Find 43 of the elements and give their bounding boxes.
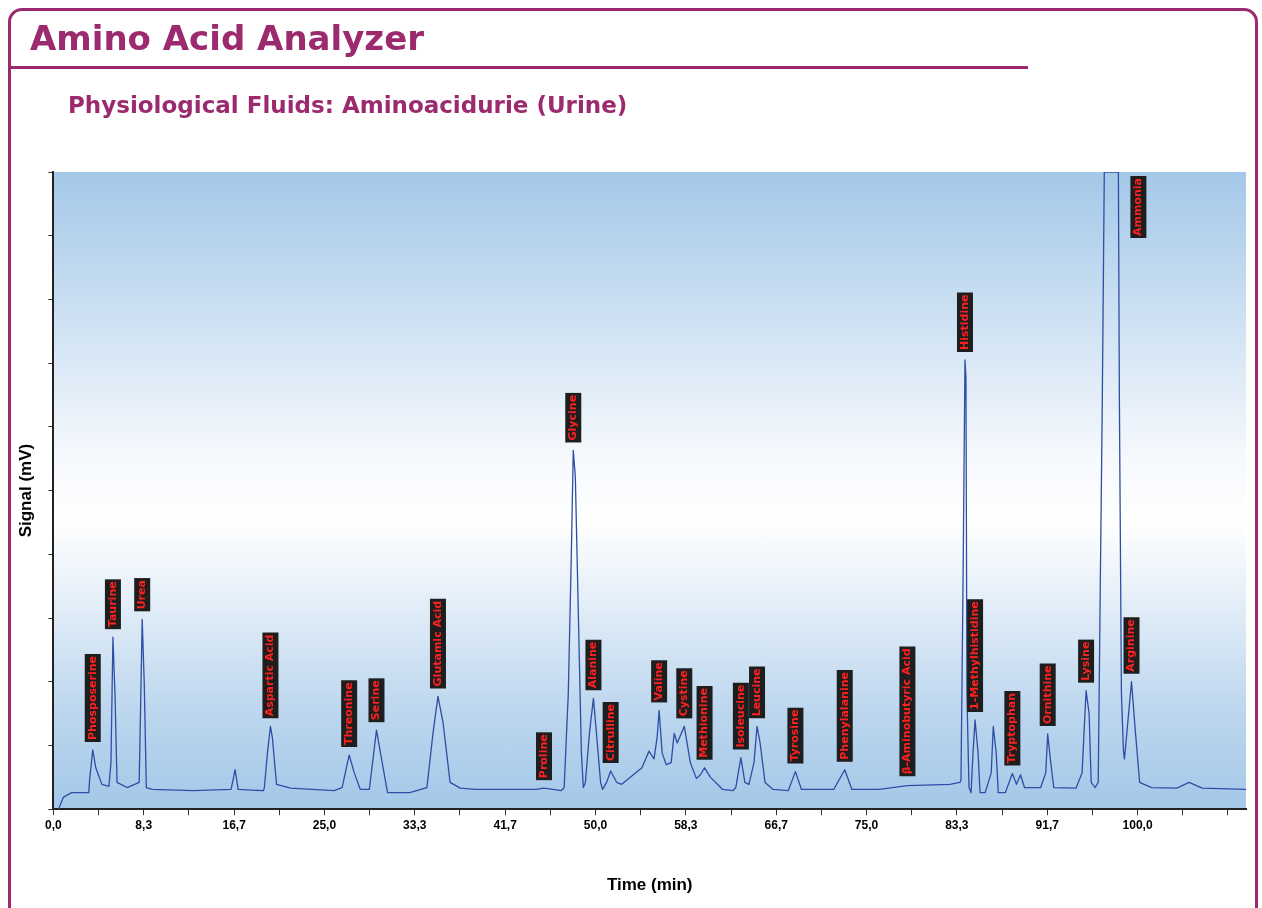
annotation: Threonine [342, 682, 356, 746]
y-axis-title: Signal (mV) [15, 443, 35, 538]
annotation: Ammonia [1131, 177, 1145, 237]
annotation: Cystine [677, 670, 691, 717]
x-tick-label: 33,3 [403, 817, 427, 832]
annotation: Alanine [586, 641, 600, 689]
x-tick-label: 83,3 [945, 817, 969, 832]
x-tick-label: 75,0 [854, 817, 879, 832]
annotation: Arginine [1124, 619, 1138, 672]
x-tick-label: 100,0 [1122, 817, 1153, 832]
annotation: Aspartic Acid [263, 634, 277, 717]
annotation: Lysine [1078, 641, 1092, 681]
annotation: 1-Methylhistidine [967, 601, 981, 710]
x-tick-label: 16,7 [222, 817, 247, 832]
chart-subtitle: Physiological Fluids: Aminoacidurie (Urine) [68, 92, 628, 118]
x-tick-label: 50,0 [583, 817, 608, 832]
x-tick-label: 25,0 [312, 817, 337, 832]
x-tick-label: 58,3 [674, 817, 698, 832]
annotation: Tryptophan [1005, 692, 1019, 764]
x-tick-label: 41,7 [493, 817, 518, 832]
x-tick-label: 66,7 [764, 817, 789, 832]
x-tick-label: 91,7 [1035, 817, 1060, 832]
annotation: Proline [536, 734, 550, 779]
chart-title: Amino Acid Analyzer [30, 18, 424, 58]
annotation: Glutamic Acid [430, 600, 444, 687]
annotation: Leucine [749, 668, 763, 717]
x-tick-label: 0,0 [45, 817, 63, 832]
annotation: Phenylalanine [837, 672, 851, 760]
annotation: β-Aminobutyric Acid [900, 648, 914, 775]
annotation: Urea [135, 580, 149, 610]
annotation: Valine [651, 662, 665, 701]
annotation: Histidine [957, 294, 971, 350]
annotation: Serine [369, 680, 383, 721]
annotation: Phosposerine [85, 656, 99, 740]
annotation: Taurine [105, 581, 119, 628]
annotation: Glycine [566, 394, 580, 441]
annotation: Tyrosine [788, 709, 802, 762]
x-tick-label: 8,3 [135, 817, 153, 832]
annotation: Methionine [697, 688, 711, 758]
annotation: Isoleucine [733, 684, 747, 748]
annotation: Citrulline [603, 704, 617, 761]
x-axis-title: Time (min) [606, 875, 693, 895]
annotation: Ornithine [1040, 665, 1054, 725]
